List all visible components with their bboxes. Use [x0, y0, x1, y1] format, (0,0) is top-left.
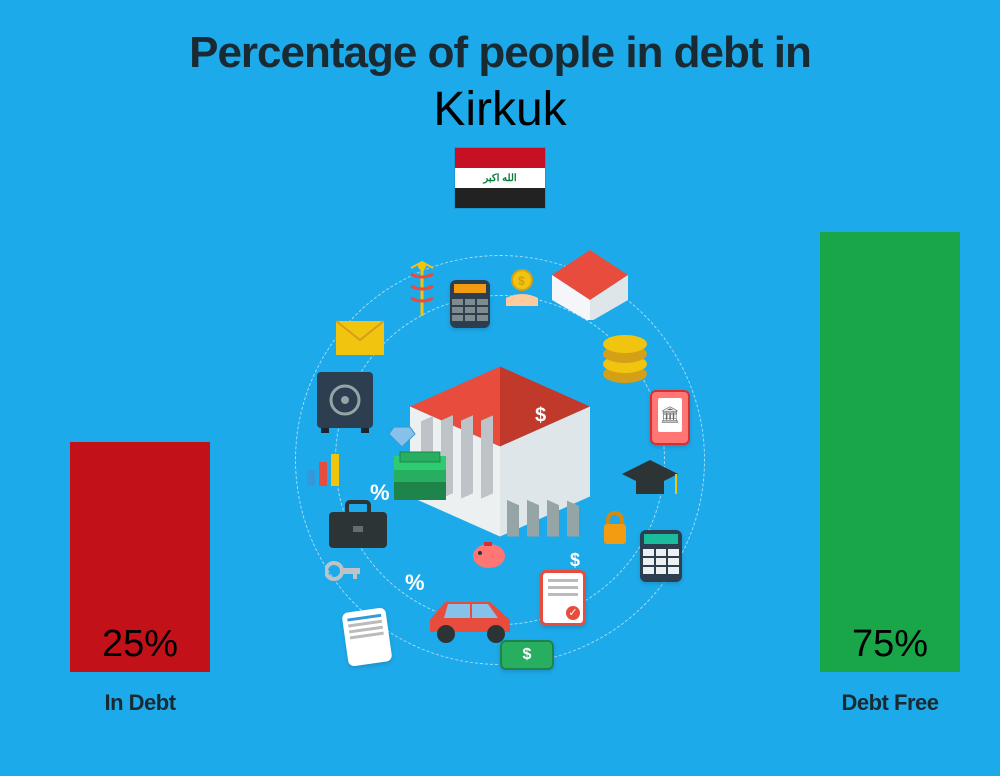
hand-coin-icon: $	[500, 268, 544, 308]
document-icon	[341, 607, 392, 667]
smartphone-icon: 🏛	[650, 390, 690, 445]
bar-debt-free-value: 75%	[820, 623, 960, 666]
bar-in-debt-value: 25%	[70, 623, 210, 666]
bar-debt-free-group: 75% Debt Free	[820, 232, 960, 716]
cash-stack-icon	[390, 450, 450, 504]
caduceus-icon	[405, 260, 439, 320]
bar-in-debt-label: In Debt	[70, 690, 210, 716]
bar-chart-icon	[305, 450, 349, 488]
car-icon	[420, 590, 520, 645]
iraq-flag-icon: الله اكبر	[454, 147, 546, 209]
bar-debt-free-label: Debt Free	[820, 690, 960, 716]
finance-illustration: $ 🏛 ✓	[290, 250, 710, 670]
key-icon	[325, 560, 363, 582]
location-name: Kirkuk	[0, 82, 1000, 137]
dollar-icon: $	[570, 550, 580, 571]
clipboard-icon: ✓	[540, 570, 586, 626]
safe-icon	[315, 370, 375, 434]
page-title: Percentage of people in debt in	[0, 0, 1000, 78]
flag-stripe-top	[455, 148, 545, 168]
graduation-cap-icon	[620, 460, 680, 500]
svg-text:$: $	[518, 274, 525, 288]
coins-icon	[600, 330, 650, 385]
percent-icon: %	[405, 570, 425, 596]
house-icon	[550, 250, 630, 320]
piggy-bank-icon	[470, 540, 508, 570]
briefcase-icon	[325, 500, 391, 550]
flag-stripe-mid: الله اكبر	[455, 168, 545, 188]
envelope-icon	[335, 320, 385, 356]
lock-icon	[600, 510, 630, 546]
bar-debt-free: 75%	[820, 232, 960, 672]
calculator-icon	[640, 530, 682, 582]
diamond-icon	[388, 425, 416, 449]
svg-text:$: $	[535, 405, 546, 427]
bar-in-debt: 25%	[70, 442, 210, 672]
flag-stripe-bottom	[455, 188, 545, 208]
calculator-icon	[450, 280, 490, 328]
bar-in-debt-group: 25% In Debt	[70, 442, 210, 716]
